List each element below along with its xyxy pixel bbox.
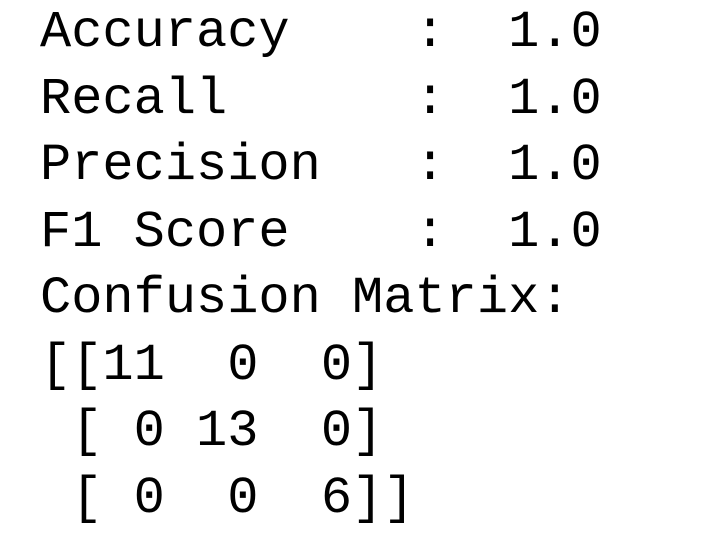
output-line: [ 0 0 6]] (40, 468, 415, 528)
console-output: Accuracy : 1.0 Recall : 1.0 Precision : 1.… (40, 0, 602, 532)
output-line: Accuracy : 1.0 (40, 3, 602, 62)
output-line: Precision : 1.0 (40, 136, 602, 195)
output-line: Recall : 1.0 (40, 69, 602, 129)
output-line: F1 Score : 1.0 (40, 202, 602, 262)
output-line: [[11 0 0] (40, 335, 384, 395)
output-line: Confusion Matrix: (40, 269, 571, 328)
output-line: [ 0 13 0] (40, 402, 384, 461)
